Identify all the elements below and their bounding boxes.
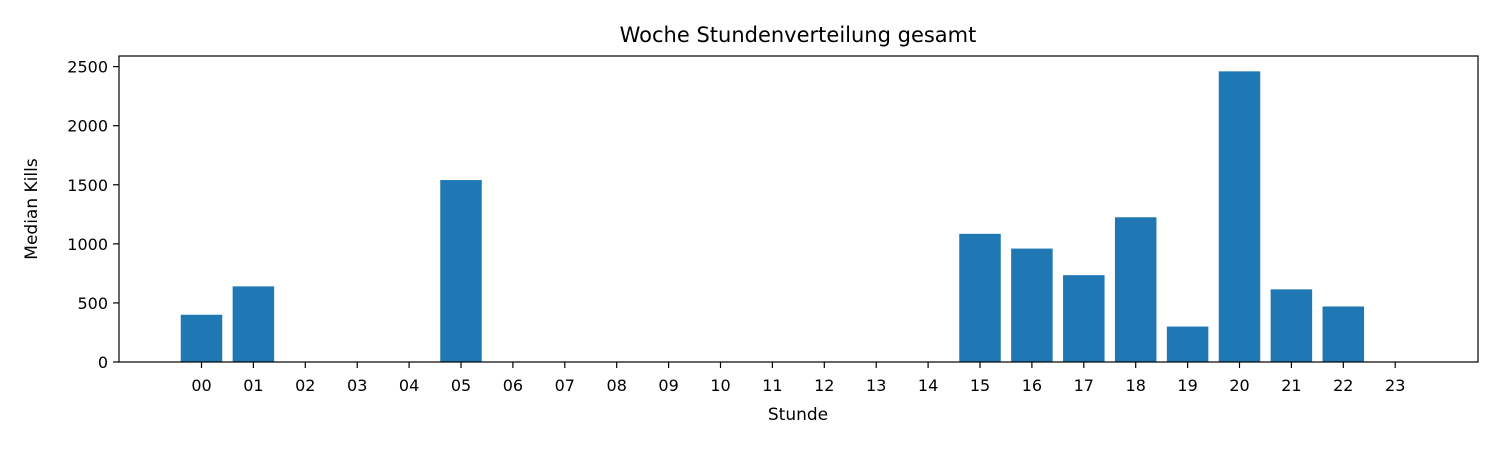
x-axis-label: Stunde	[768, 405, 828, 425]
x-tick-label-20: 20	[1229, 376, 1249, 395]
x-axis: 00 01 02 03 04 05 06 07 08 09 10 11 12 13 14 15 16 17 18 19…	[191, 362, 1405, 395]
x-tick-label-19: 19	[1177, 376, 1197, 395]
x-tick-label-08: 08	[607, 376, 627, 395]
x-tick-label-11: 11	[762, 376, 782, 395]
y-axis: 0 500 1000 1500 2000 2500	[67, 58, 119, 372]
y-tick-label-2500: 2500	[67, 58, 108, 77]
y-tick-label-1000: 1000	[67, 235, 108, 254]
bar-21	[1270, 289, 1313, 362]
bar-17	[1063, 275, 1105, 362]
y-axis-label: Median Kills	[22, 158, 42, 260]
x-tick-label-18: 18	[1126, 376, 1146, 395]
x-tick-label-06: 06	[503, 376, 523, 395]
x-tick-label-07: 07	[555, 376, 575, 395]
x-tick-label-17: 17	[1074, 376, 1094, 395]
bar-01	[232, 286, 275, 362]
x-tick-label-14: 14	[918, 376, 938, 395]
x-tick-label-12: 12	[814, 376, 834, 395]
bar-15	[959, 233, 1001, 362]
x-tick-label-02: 02	[295, 376, 315, 395]
x-tick-label-01: 01	[243, 376, 263, 395]
x-tick-label-22: 22	[1333, 376, 1353, 395]
x-tick-label-00: 00	[191, 376, 211, 395]
bar-22	[1322, 306, 1365, 362]
bar-19	[1166, 326, 1209, 362]
x-tick-label-03: 03	[347, 376, 367, 395]
y-tick-label-1500: 1500	[67, 176, 108, 195]
x-tick-label-21: 21	[1281, 376, 1301, 395]
y-tick-label-500: 500	[77, 294, 108, 313]
y-tick-label-0: 0	[98, 353, 108, 372]
bar-05	[440, 180, 482, 362]
x-tick-label-13: 13	[866, 376, 886, 395]
plot-frame	[118, 55, 1479, 363]
x-tick-label-05: 05	[451, 376, 471, 395]
x-tick-label-04: 04	[399, 376, 419, 395]
bars-group	[180, 71, 1365, 363]
x-tick-label-10: 10	[710, 376, 730, 395]
bar-20	[1218, 71, 1261, 363]
chart-title: Woche Stundenverteilung gesamt	[620, 23, 977, 47]
x-tick-label-15: 15	[970, 376, 990, 395]
x-tick-label-09: 09	[658, 376, 678, 395]
bar-18	[1114, 217, 1157, 362]
x-tick-label-16: 16	[1022, 376, 1042, 395]
y-tick-label-2000: 2000	[67, 117, 108, 136]
bar-00	[180, 314, 223, 362]
bar-16	[1011, 248, 1053, 362]
x-tick-label-23: 23	[1385, 376, 1405, 395]
